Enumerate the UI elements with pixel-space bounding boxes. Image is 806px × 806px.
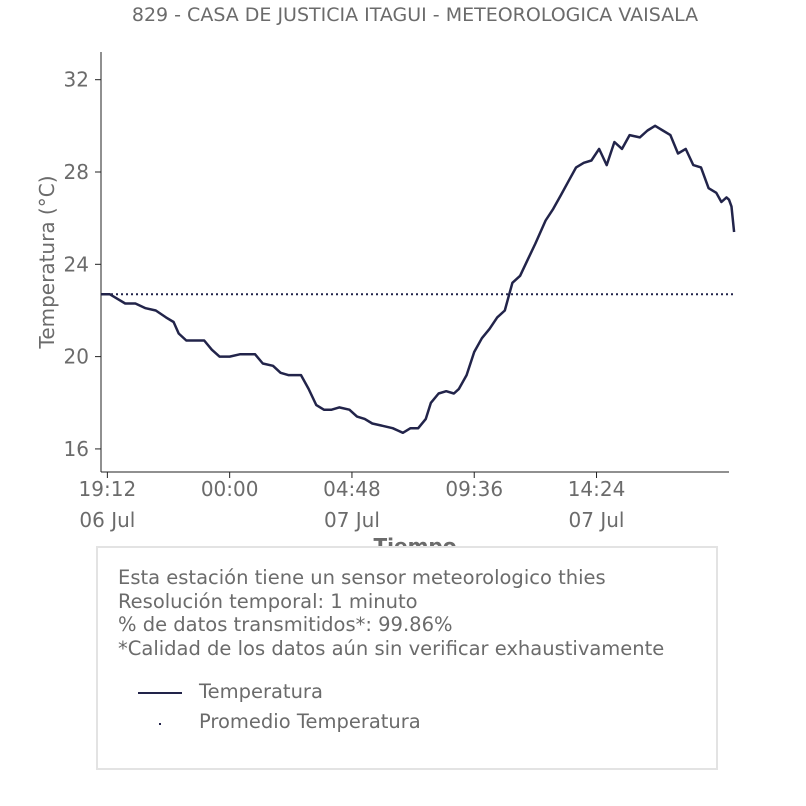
info-text: Esta estación tiene un sensor meteorolog…: [118, 566, 664, 660]
x-tick-label-date: 07 Jul: [569, 508, 625, 532]
info-line-quality: *Calidad de los datos aún sin verificar …: [118, 636, 665, 660]
x-tick-label-date: 06 Jul: [79, 508, 135, 532]
y-tick-label: 16: [64, 437, 89, 461]
legend-label: Temperatura: [199, 680, 323, 703]
legend-label: Promedio Temperatura: [199, 710, 421, 733]
x-tick-label-date: 07 Jul: [324, 508, 380, 532]
x-tick-label-time: 09:36: [445, 477, 503, 501]
chart-title: 829 - CASA DE JUSTICIA ITAGUI - METEOROL…: [132, 4, 698, 26]
x-tick-label-time: 14:24: [568, 477, 626, 501]
x-tick-label-time: 19:12: [79, 477, 137, 501]
x-tick-label-time: 04:48: [323, 477, 381, 501]
series-line-temperatura: [101, 124, 736, 435]
info-line-transmitted: % de datos transmitidos*: 99.86%: [118, 613, 453, 636]
legend-swatch-solid: [138, 692, 182, 694]
legend-swatch-dotted: [159, 723, 161, 725]
y-tick-label: 32: [64, 68, 89, 92]
y-tick-label: 20: [64, 345, 89, 369]
y-tick-label: 24: [64, 252, 89, 276]
y-tick-label: 28: [64, 160, 89, 184]
x-tick-label-time: 00:00: [201, 477, 259, 501]
y-axis-label: Temperatura (°C): [35, 175, 59, 349]
plot-area: 16 20 24 28 32 19:12 06 Jul 00:00 04:48 07 Jul 09:…: [64, 52, 736, 532]
info-box: Esta estación tiene un sensor meteorolog…: [96, 546, 718, 770]
info-line-station: Esta estación tiene un sensor meteorolog…: [118, 566, 606, 589]
info-line-resolution: Resolución temporal: 1 minuto: [118, 589, 418, 613]
